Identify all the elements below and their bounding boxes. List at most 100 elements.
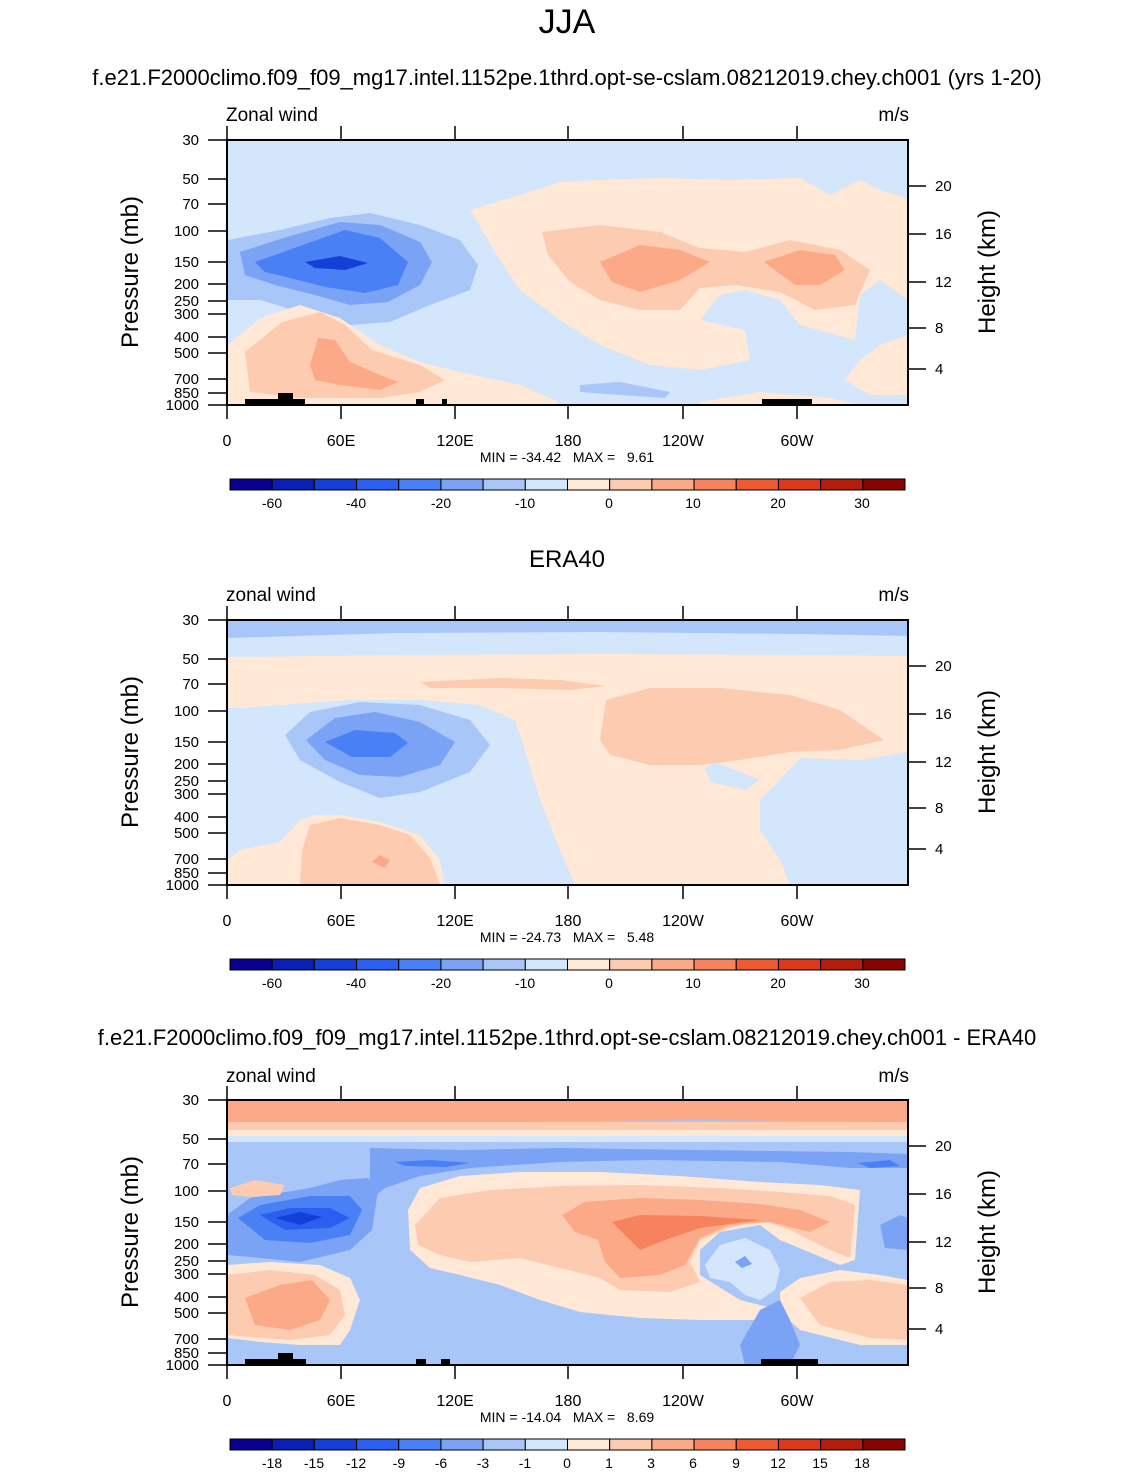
colorbar-swatch	[313, 478, 358, 491]
colorbar-swatch	[398, 478, 442, 491]
panel-3-stats: MIN = -14.04 MAX = 8.69	[480, 1409, 655, 1425]
panel-2-title: ERA40	[529, 546, 605, 573]
colorbar-swatch	[820, 1438, 864, 1451]
panel-1: f.e21.F2000climo.f09_f09_mg17.intel.1152…	[92, 65, 1041, 511]
panel-1-left-label: Zonal wind	[226, 105, 318, 126]
colorbar-swatch	[440, 478, 484, 491]
panel-3-top-pos1	[227, 1130, 908, 1136]
panel-1-ytick-1000: 1000	[166, 397, 199, 414]
panel-1-colorbar	[229, 478, 906, 491]
panel-2-stats: MIN = -24.73 MAX = 5.48	[480, 929, 655, 945]
panel-2-cbar-label: 10	[685, 975, 701, 991]
panel-1-colorbar-labels: -60 -40 -20 -10 0 10 20 30	[262, 495, 870, 511]
panel-3-ytick-250: 250	[174, 1253, 199, 1270]
panel-3-ytick-150: 150	[174, 1214, 199, 1231]
panel-2-lower-pos3	[372, 855, 390, 868]
panel-3-band-neg4	[395, 1160, 470, 1167]
colorbar-swatch	[567, 478, 611, 491]
panel-2-jet-neg4	[325, 730, 408, 757]
panel-1-ytick-300: 300	[174, 306, 199, 323]
colorbar-swatch	[735, 1438, 779, 1451]
colorbar-swatch	[567, 1438, 611, 1451]
panel-2-ytick-30: 30	[182, 612, 199, 629]
panel-2-ytick-250: 250	[174, 773, 199, 790]
panel-2-stratos-pos2a	[420, 678, 606, 690]
panel-1-y2tick-16: 16	[935, 226, 952, 243]
panel-3-right-pos2	[800, 1280, 908, 1340]
panel-3-xtick-4: 120W	[662, 1393, 705, 1410]
panel-2-cbar-label: -10	[515, 975, 535, 991]
panel-1-upper-pos3a	[600, 245, 710, 292]
page-title: JJA	[539, 3, 596, 41]
panel-1-right-label: m/s	[878, 105, 909, 126]
colorbar-swatch	[862, 478, 906, 491]
panel-3-central-pos4	[612, 1215, 760, 1250]
panel-3-cbar-label: -1	[519, 1455, 532, 1471]
panel-3-ytick-850: 850	[174, 1345, 199, 1362]
panel-1-xtick-5: 60W	[781, 433, 815, 450]
panel-2-cbar-label: 0	[605, 975, 613, 991]
panel-3-cbar-label: 3	[647, 1455, 655, 1471]
panel-1-lower-pos3	[310, 338, 398, 390]
panel-3-top-pos2	[227, 1122, 908, 1130]
panel-3-cbar-label: -18	[262, 1455, 282, 1471]
panel-2-ytick-150: 150	[174, 734, 199, 751]
panel-2-cbar-label: 30	[854, 975, 870, 991]
panel-3-right-neg4	[858, 1160, 900, 1168]
panel-3-ytick-70: 70	[182, 1156, 199, 1173]
panel-1-surface-pos1	[700, 392, 860, 405]
panel-2-y2-ticks: 20 16 12 8 4	[935, 658, 952, 858]
colorbar-swatch	[735, 478, 779, 491]
panel-2-cbar-label: -20	[431, 975, 451, 991]
panel-3-ticks	[208, 1086, 926, 1379]
panel-2-left-label: zonal wind	[226, 585, 316, 606]
panel-1-ticks	[208, 126, 926, 419]
panel-1-cbar-label: -60	[262, 495, 282, 511]
panel-3-ytick-200: 200	[174, 1236, 199, 1253]
colorbar-swatch	[313, 1438, 358, 1451]
panel-2-colorbar-labels: -60 -40 -20 -10 0 10 20 30	[262, 975, 870, 991]
panel-3-ytick-1000: 1000	[166, 1357, 199, 1374]
colorbar-swatch	[524, 478, 568, 491]
panel-2-xtick-5: 60W	[781, 913, 815, 930]
panel-3-cbar-label: 18	[854, 1455, 870, 1471]
panel-1-ytick-400: 400	[174, 329, 199, 346]
colorbar-swatch	[271, 478, 315, 491]
panel-2-ytick-400: 400	[174, 809, 199, 826]
panel-2-xtick-4: 120W	[662, 913, 705, 930]
panel-3-cbar-label: 9	[732, 1455, 740, 1471]
panel-3-y2tick-12: 12	[935, 1234, 952, 1251]
panel-1-y2tick-12: 12	[935, 274, 952, 291]
panel-3-ytick-500: 500	[174, 1305, 199, 1322]
colorbar-swatch	[777, 478, 822, 491]
panel-3-cbar-label: -3	[477, 1455, 490, 1471]
panel-2-y2tick-4: 4	[935, 841, 943, 858]
panel-2-y2label: Height (km)	[974, 690, 1001, 814]
panel-2-y2tick-12: 12	[935, 754, 952, 771]
panel-2-ytick-500: 500	[174, 825, 199, 842]
panel-3-top-pos3	[227, 1100, 908, 1122]
colorbar-swatch	[524, 958, 568, 971]
panel-3-topography	[245, 1353, 818, 1365]
panel-3-cbar-label: -9	[393, 1455, 406, 1471]
panel-3-xtick-0: 0	[223, 1393, 232, 1410]
panel-2-ylabel: Pressure (mb)	[117, 676, 144, 828]
colorbar-swatch	[777, 1438, 822, 1451]
colorbar-swatch	[229, 1438, 273, 1451]
panel-1-xtick-3: 180	[555, 433, 582, 450]
panel-3-small-pos2	[441, 1218, 458, 1230]
colorbar-swatch	[356, 958, 400, 971]
panel-1-xtick-2: 120E	[436, 433, 473, 450]
panel-3-jet-neg6	[275, 1212, 322, 1225]
panel-3-upper-pos2	[230, 1180, 285, 1197]
panel-1-ytick-700: 700	[174, 371, 199, 388]
panel-1-ytick-200: 200	[174, 276, 199, 293]
colorbar-swatch	[356, 1438, 400, 1451]
panel-3-cbar-label: 15	[812, 1455, 828, 1471]
colorbar-swatch	[693, 958, 737, 971]
panel-1-ytick-50: 50	[182, 171, 199, 188]
panel-1-stats: MIN = -34.42 MAX = 9.61	[480, 449, 655, 465]
panel-1-cbar-label: -40	[346, 495, 366, 511]
colorbar-swatch	[651, 958, 695, 971]
panel-3-cbar-label: 1	[605, 1455, 613, 1471]
